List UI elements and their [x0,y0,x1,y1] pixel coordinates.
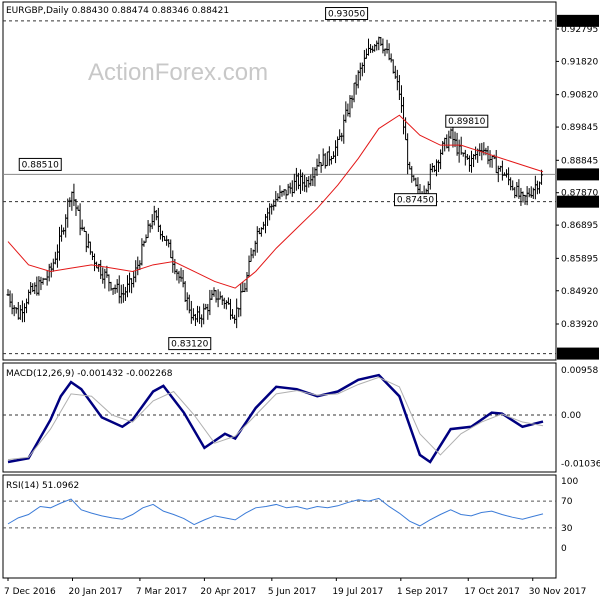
x-tick-label: 1 Sep 2017 [397,587,448,597]
x-tick-label: 7 Dec 2016 [4,587,56,597]
y-tick-label: 0.84920 [561,287,598,297]
highlight-label-box [557,347,599,360]
y-tick-label: 0.87870 [561,189,598,199]
y-tick-label: 0.86895 [561,221,598,231]
y-tick-label: 0.85895 [561,254,598,264]
x-tick-label: 7 Mar 2017 [136,587,187,597]
highlight-label-box [557,14,599,27]
y-tick-label: 0.90820 [561,91,598,101]
annotation-box [445,114,489,128]
annotation-label: 0.87450 [397,196,434,206]
annotation-box [18,157,62,171]
moving-average-line [7,114,544,289]
macd-y-tick-label: 0.00 [561,411,581,421]
rsi-series-line [7,497,544,527]
macd-title: MACD(12,26,9) -0.001432 -0.002268 [6,369,173,379]
y-tick-label: 0.83920 [561,320,598,330]
x-tick-label: 19 Jul 2017 [332,587,383,597]
y-tick-label: 0.88845 [561,156,598,166]
rsi-title: RSI(14) 51.0962 [6,481,79,491]
panel-frame-2 [2,362,557,473]
macd-series-signal [7,376,544,461]
annotation-label: 0.89810 [448,117,485,127]
annotation-label: 0.93050 [328,10,365,20]
annotation-box [393,193,437,207]
macd-series-macd [7,373,544,464]
macd-y-tick-label: -0.010362 [561,460,600,470]
macd-y-tick-label: 0.00958 [561,366,598,376]
highlight-label: 0.88421 [560,170,597,180]
y-tick-label: 0.92795 [561,25,598,35]
highlight-label-box [557,195,599,208]
rsi-y-tick-label: 70 [561,497,573,507]
annotation-box [325,7,369,21]
panel-frame-1 [2,1,557,361]
highlight-label: 0.93040 [560,17,597,27]
rsi-y-tick-label: 0 [561,544,567,554]
highlight-label-box [557,168,599,181]
price-bars [6,36,544,329]
rsi-y-tick-label: 100 [561,477,578,487]
x-tick-label: 20 Jan 2017 [68,587,122,597]
x-tick-label: 20 Apr 2017 [200,587,256,597]
annotation-label: 0.83120 [171,340,208,350]
main-title: EURGBP,Daily 0.88430 0.88474 0.88346 0.8… [6,6,229,16]
annotation-box [168,337,212,351]
y-tick-label: 0.89845 [561,123,598,133]
highlight-label: 0.83030 [560,350,597,360]
watermark: ActionForex.com [88,59,268,86]
highlight-label: 0.87600 [560,198,597,208]
x-tick-label: 17 Oct 2017 [464,587,520,597]
x-tick-label: 5 Jun 2017 [268,587,316,597]
y-tick-label: 0.91820 [561,57,598,67]
annotation-label: 0.88510 [22,160,59,170]
rsi-y-tick-label: 30 [561,524,573,534]
panel-frame-3 [2,474,557,579]
x-tick-label: 30 Nov 2017 [529,587,587,597]
